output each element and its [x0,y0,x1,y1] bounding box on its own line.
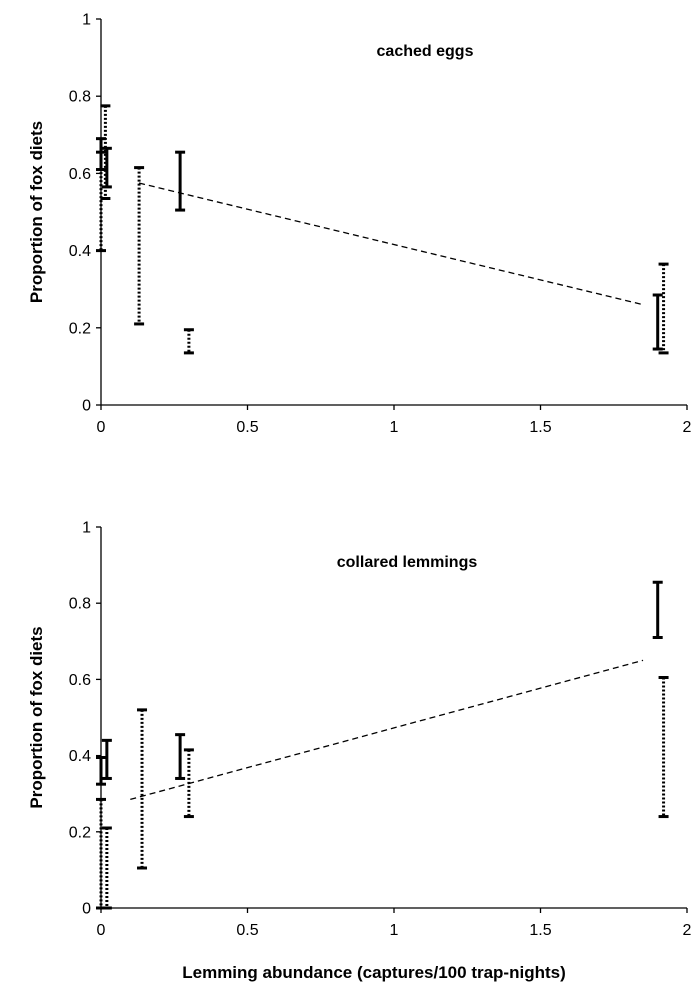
error-bar-solid [101,738,112,780]
y-tick-label: 0.4 [69,243,91,260]
chart-panel-cached-eggs: 0 0.2 0.4 0.6 0.8 1 0 0.5 1 1.5 2 cached eggs Propor… [27,12,692,437]
error-bar-dotted [658,262,669,355]
error-bar-dotted [134,166,145,326]
error-bar-dotted [100,104,111,200]
trend-line [138,182,644,306]
y-tick-label: 1 [82,520,91,537]
panel-title: cached eggs [377,43,474,60]
y-tick-label: 0 [82,398,91,415]
error-bar-solid [96,756,106,786]
error-bar-dotted [658,675,669,819]
y-tick-label: 0 [82,901,91,918]
error-bar-dotted [137,708,148,870]
x-tick-label: 1.5 [529,922,551,939]
error-bar-dotted [101,826,112,910]
error-bar-solid [175,150,186,212]
panel-title: collared lemmings [337,554,478,571]
x-axis-label: Lemming abundance (captures/100 trap-nig… [182,963,566,982]
error-bar-solid [175,733,186,780]
error-bar-dotted [183,748,194,819]
y-tick-label: 0.8 [69,596,91,613]
y-tick-label: 0.2 [69,320,91,337]
error-bar-solid [652,293,663,351]
y-axis-label: Proportion of fox diets [27,121,46,303]
x-tick-label: 0.5 [236,419,258,436]
x-tick-label: 1.5 [529,419,551,436]
error-bar-solid [652,580,663,639]
trend-line [130,659,644,801]
x-tick-label: 0.5 [236,922,258,939]
y-tick-label: 0.4 [69,748,91,765]
error-bar-dotted [96,150,106,253]
y-tick-label: 0.6 [69,166,91,183]
x-tick-label: 1 [390,419,399,436]
y-tick-label: 1 [82,12,91,29]
x-tick-label: 2 [683,922,692,939]
x-tick-label: 1 [390,922,399,939]
y-axis-label: Proportion of fox diets [27,626,46,808]
error-bar-dotted [183,328,194,355]
x-tick-label: 0 [97,922,106,939]
x-tick-label: 2 [683,419,692,436]
x-tick-label: 0 [97,419,106,436]
y-tick-label: 0.6 [69,672,91,689]
chart-panel-collared-lemmings: 0 0.2 0.4 0.6 0.8 1 0 0.5 1 1.5 2 collared lemmings… [27,520,692,983]
y-tick-label: 0.8 [69,89,91,106]
y-tick-label: 0.2 [69,824,91,841]
